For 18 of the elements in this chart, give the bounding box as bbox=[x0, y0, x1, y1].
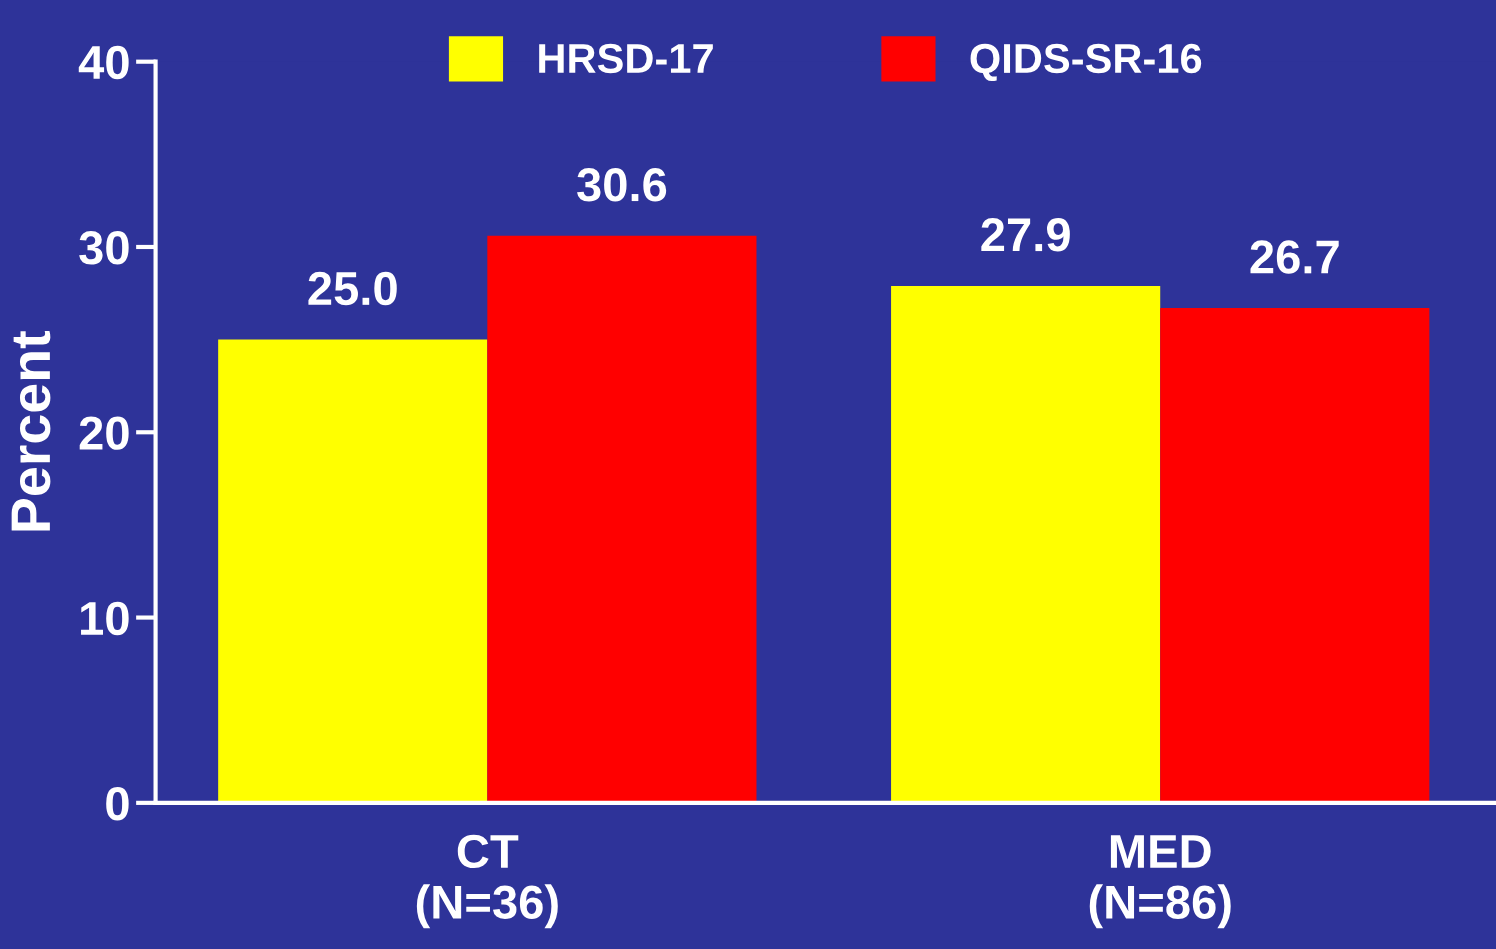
y-tick-label: 0 bbox=[106, 786, 129, 821]
x-tick-label: CT (N=36) bbox=[416, 834, 558, 929]
legend-label: HRSD-17 bbox=[539, 43, 713, 74]
x-tick-label: MED (N=86) bbox=[1089, 835, 1231, 929]
data-label: 27.9 bbox=[981, 218, 1070, 252]
data-label: 26.7 bbox=[1250, 240, 1339, 274]
y-tick-label: 20 bbox=[79, 416, 129, 450]
bar bbox=[218, 339, 488, 803]
y-tick-label: 40 bbox=[78, 45, 129, 80]
y-axis-title: Percent bbox=[11, 331, 51, 531]
y-tick-label: 30 bbox=[79, 231, 129, 265]
bar bbox=[487, 235, 757, 803]
y-tick-label: 10 bbox=[81, 601, 129, 636]
bar bbox=[891, 285, 1161, 803]
legend-label: QIDS-SR-16 bbox=[970, 43, 1202, 82]
data-label: 25.0 bbox=[308, 271, 397, 306]
data-label: 30.6 bbox=[577, 168, 667, 202]
bar bbox=[1160, 308, 1430, 803]
